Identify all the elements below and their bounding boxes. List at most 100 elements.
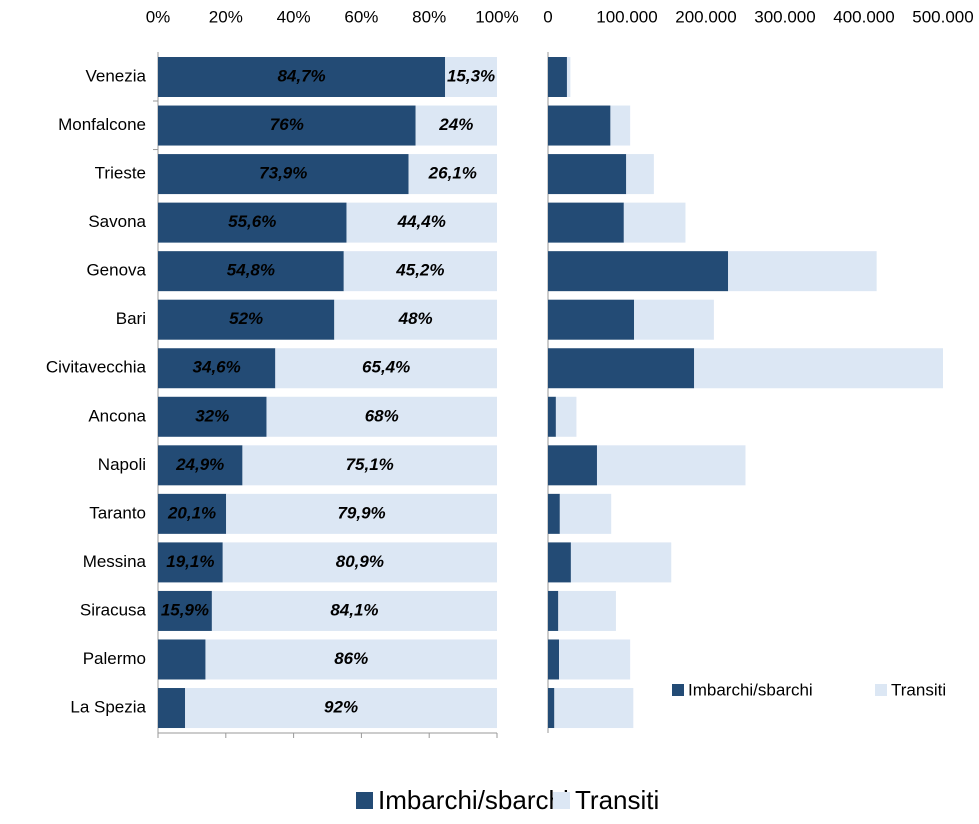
value-label: 15,9% [161, 600, 209, 619]
bar-segment [566, 57, 571, 97]
legend-label: Transiti [575, 785, 659, 815]
bar-segment [548, 688, 555, 729]
bar-segment [334, 299, 497, 340]
bar-segment [548, 493, 560, 534]
bar-segment [626, 154, 654, 195]
value-label: 15,3% [447, 66, 495, 85]
value-label: 54,8% [227, 261, 275, 280]
bar-segment [211, 590, 497, 631]
value-label: 34,6% [193, 358, 241, 377]
x-tick-label: 60% [344, 7, 378, 26]
bar-segment [548, 590, 559, 631]
value-label: 48% [398, 309, 433, 328]
x-tick-label: 0% [146, 7, 171, 26]
bar-segment [158, 590, 212, 631]
bar-segment [548, 105, 611, 146]
y-tick-label: Civitavecchia [46, 358, 147, 377]
bar-segment [158, 445, 243, 486]
x-tick-label: 0 [543, 7, 552, 26]
bar-segment [415, 105, 497, 146]
y-tick-label: Ancona [88, 406, 146, 425]
value-label: 84,1% [330, 600, 378, 619]
bar-segment [222, 542, 497, 583]
y-tick-label: Siracusa [80, 600, 147, 619]
bar-segment [158, 105, 416, 146]
bar-segment [158, 493, 227, 534]
bar-segment [728, 251, 877, 292]
x-tick-label: 500.000 [912, 7, 973, 26]
y-tick-label: Genova [86, 261, 146, 280]
bar-segment [548, 202, 624, 243]
legend-swatch [672, 684, 684, 696]
bar-segment [559, 639, 631, 680]
bar-segment [634, 299, 714, 340]
value-label: 92% [324, 698, 358, 717]
bar-segment [548, 154, 627, 195]
value-label: 84,7% [277, 66, 325, 85]
x-tick-label: 100.000 [596, 7, 657, 26]
bar-segment [555, 396, 577, 437]
bar-segment [548, 251, 729, 292]
bar-segment [596, 445, 746, 486]
bar-segment [275, 348, 497, 389]
x-tick-label: 20% [209, 7, 243, 26]
bar-segment [623, 202, 686, 243]
bar-segment [548, 396, 556, 437]
bar-segment [158, 542, 223, 583]
x-tick-label: 400.000 [833, 7, 894, 26]
y-tick-label: Messina [83, 552, 147, 571]
bar-segment [694, 348, 943, 389]
value-label: 52% [229, 309, 263, 328]
value-label: 45,2% [395, 261, 444, 280]
value-label: 44,4% [397, 212, 446, 231]
bar-segment [343, 251, 497, 292]
value-label: 86% [334, 649, 368, 668]
legend-label: Imbarchi/sbarchi [688, 680, 813, 699]
legend-swatch [553, 792, 570, 809]
y-tick-label: Monfalcone [58, 115, 146, 134]
bar-segment [570, 542, 672, 583]
legend-swatch [356, 792, 373, 809]
bar-segment [445, 57, 497, 97]
bar-segment [158, 154, 409, 195]
y-tick-label: Napoli [98, 455, 146, 474]
bar-segment [226, 493, 497, 534]
y-tick-label: Palermo [83, 649, 146, 668]
bar-segment [242, 445, 497, 486]
legend-label: Imbarchi/sbarchi [378, 785, 569, 815]
bar-segment [266, 396, 497, 437]
bar-segment [158, 688, 186, 729]
value-label: 32% [195, 406, 229, 425]
legend-swatch [875, 684, 887, 696]
value-label: 79,9% [337, 503, 385, 522]
value-label: 65,4% [362, 358, 410, 377]
x-tick-label: 80% [412, 7, 446, 26]
value-label: 24,9% [175, 455, 224, 474]
y-tick-label: Taranto [89, 503, 146, 522]
value-label: 26,1% [428, 164, 477, 183]
value-label: 19,1% [166, 552, 214, 571]
value-label: 55,6% [228, 212, 276, 231]
bar-segment [548, 299, 635, 340]
value-label: 68% [365, 406, 399, 425]
bar-segment [158, 251, 344, 292]
bar-segment [610, 105, 631, 146]
value-label: 20,1% [167, 503, 216, 522]
bar-segment [158, 57, 446, 97]
value-label: 80,9% [336, 552, 384, 571]
x-tick-label: 100% [475, 7, 518, 26]
bar-segment [158, 202, 347, 243]
bar-segment [548, 445, 597, 486]
bar-segment [185, 688, 497, 729]
y-tick-label: La Spezia [70, 698, 146, 717]
value-label: 73,9% [259, 164, 307, 183]
bar-segment [158, 639, 206, 680]
value-label: 75,1% [346, 455, 394, 474]
bar-segment [158, 299, 335, 340]
value-label: 24% [438, 115, 473, 134]
bar-segment [205, 639, 497, 680]
bar-segment [408, 154, 497, 195]
bar-segment [346, 202, 497, 243]
bar-segment [554, 688, 634, 729]
